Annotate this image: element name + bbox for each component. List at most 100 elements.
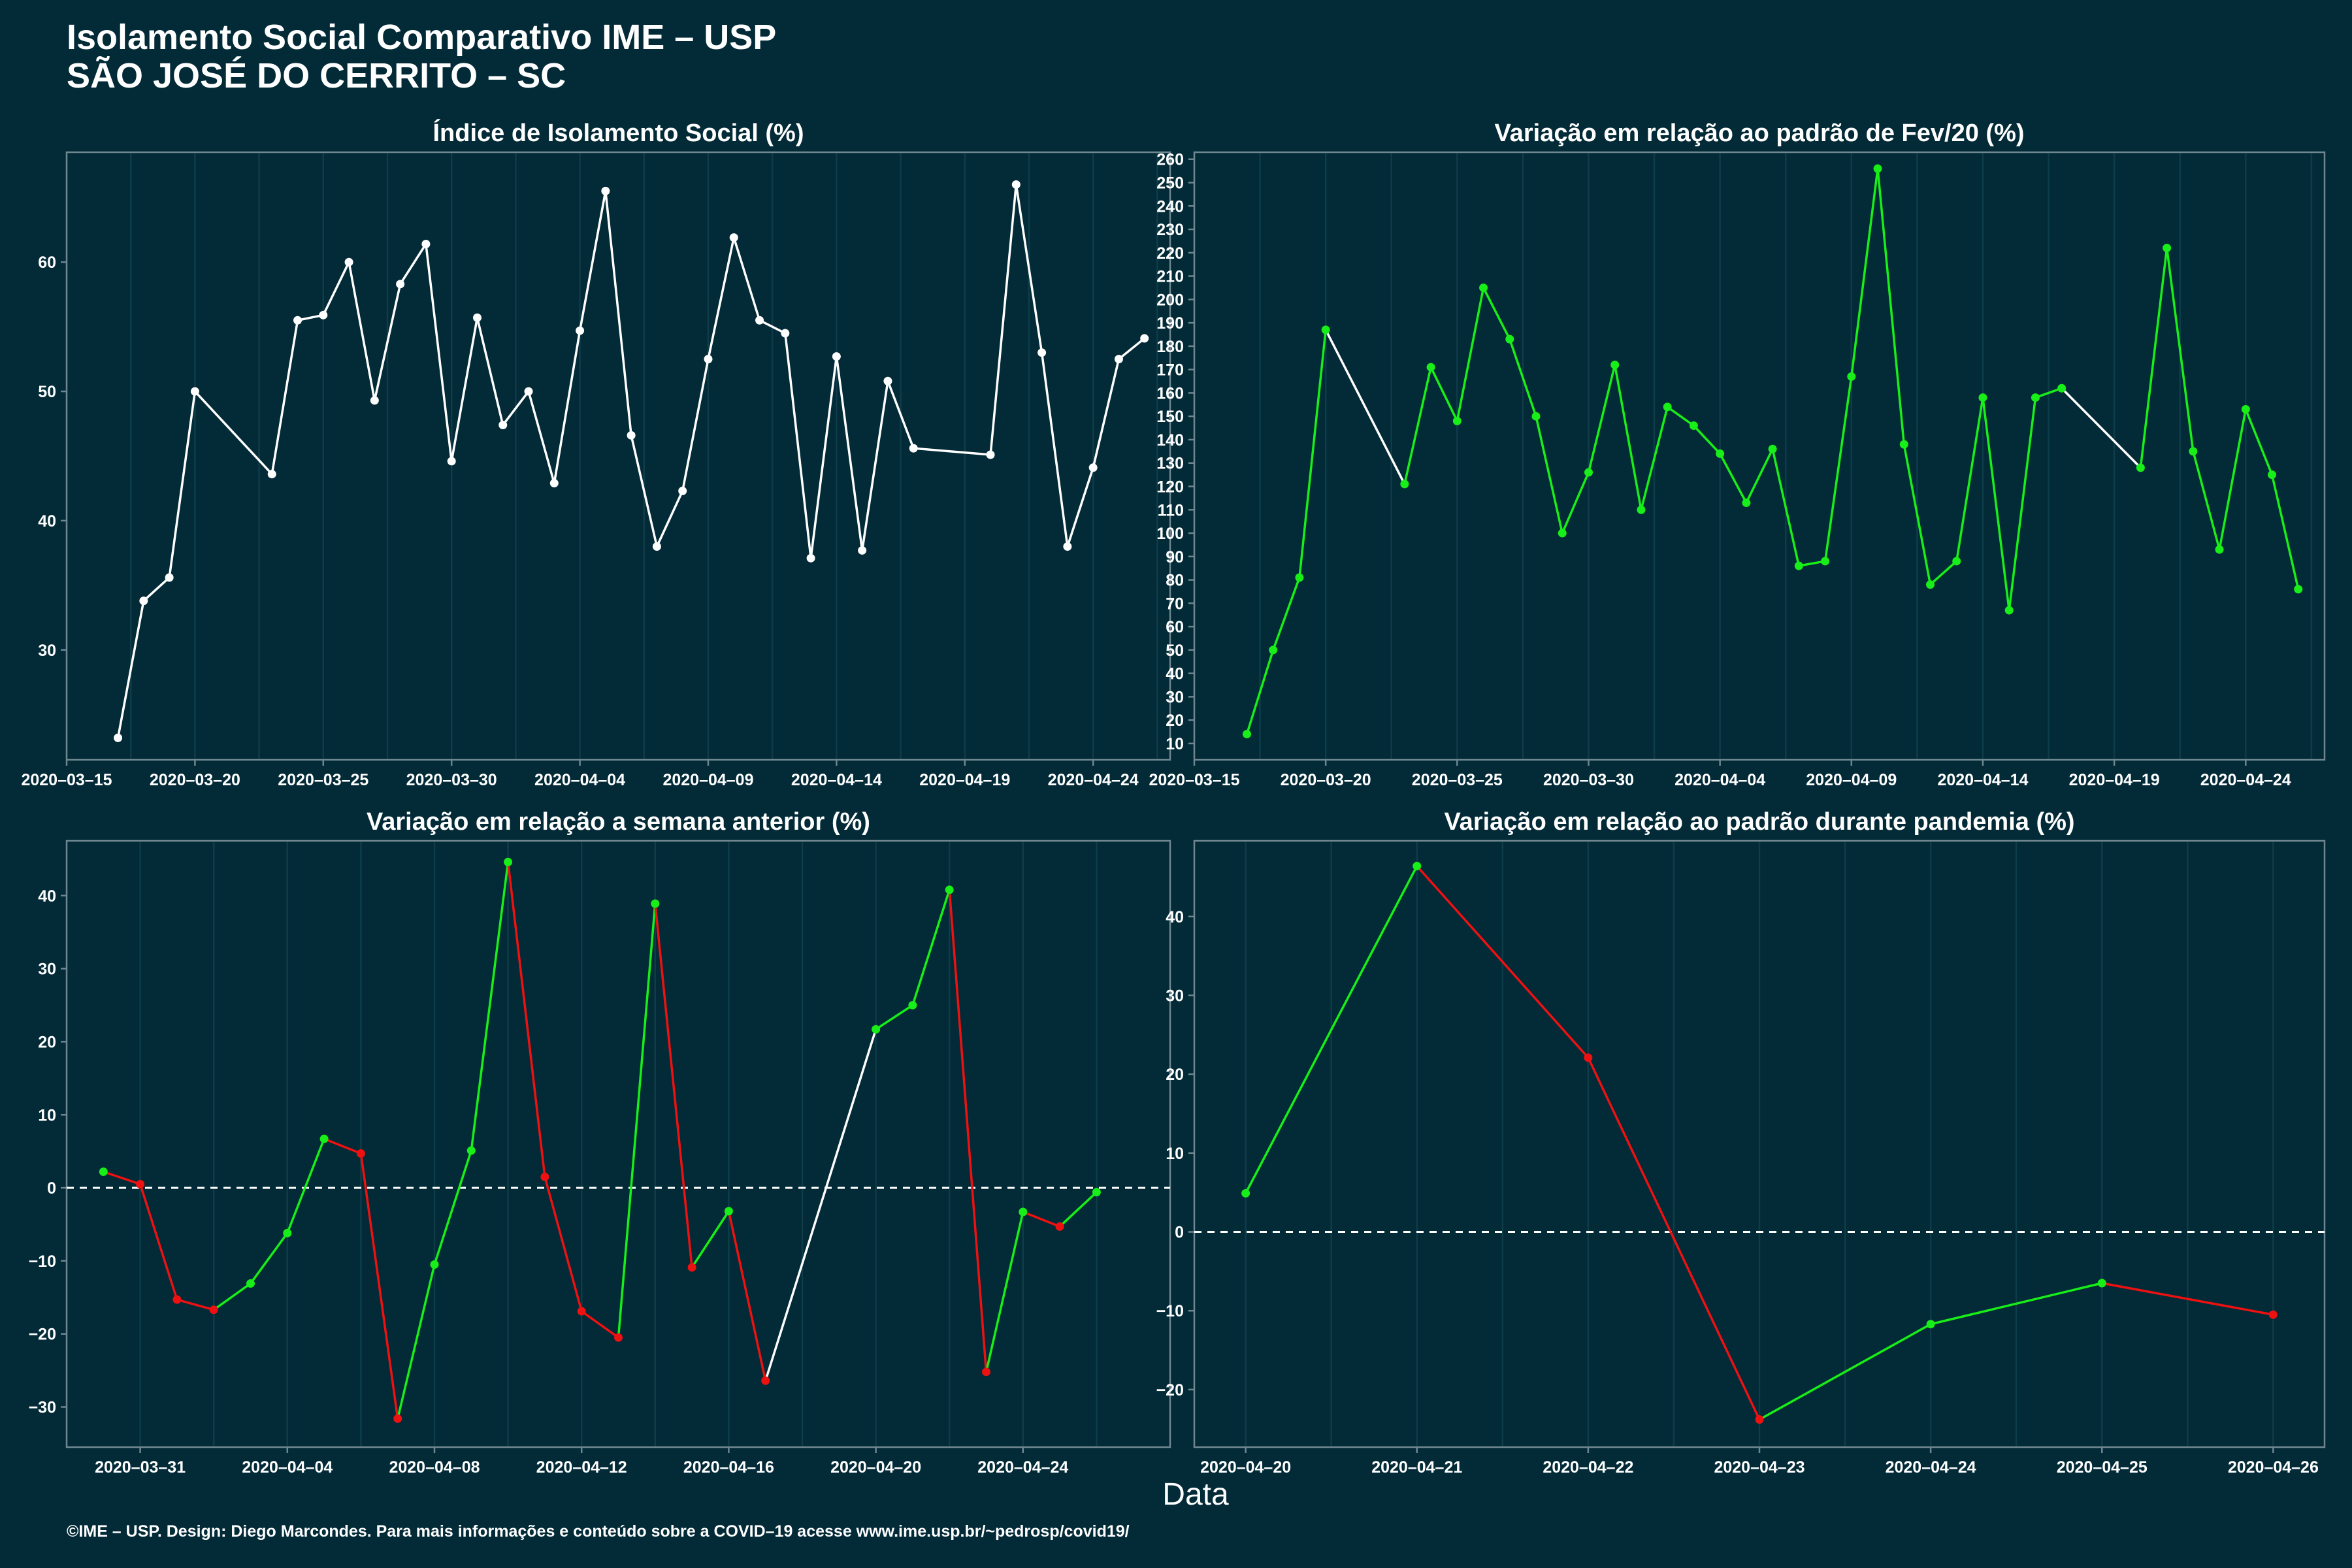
series-segment (1244, 864, 1418, 1195)
series-segment (1066, 466, 1094, 548)
series-segment (912, 447, 992, 456)
series-segment (835, 355, 864, 552)
data-point (1037, 348, 1047, 357)
x-tick-label: 2020–03–31 (95, 1458, 186, 1477)
data-point (1689, 421, 1698, 430)
data-point (858, 546, 867, 555)
data-point (246, 1279, 255, 1288)
y-tick-label: 170 (1156, 361, 1184, 380)
data-point (370, 396, 379, 405)
series-segment (989, 183, 1018, 456)
x-tick-label: 2020–04–09 (1806, 771, 1897, 789)
series-segment (2218, 408, 2247, 551)
series-segment (1903, 443, 1932, 586)
data-point (806, 553, 815, 563)
series-segment (1535, 415, 1564, 534)
data-point (2097, 1279, 2106, 1288)
data-point (761, 1376, 770, 1385)
panel-title: Índice de Isolamento Social (%) (433, 118, 804, 147)
series-segment (681, 357, 710, 493)
series-segment (553, 329, 581, 485)
data-point (1452, 416, 1462, 425)
data-point (1413, 862, 1422, 871)
series-segment (887, 380, 915, 449)
y-tick-label: 240 (1156, 197, 1184, 216)
series-segment (732, 236, 761, 321)
x-tick-label: 2020–04–20 (1200, 1458, 1291, 1477)
x-tick-label: 2020–04–24 (977, 1458, 1068, 1477)
y-tick-label: 60 (38, 253, 56, 272)
data-point (504, 857, 513, 866)
data-point (982, 1367, 990, 1377)
series-segment (2100, 1282, 2275, 1316)
data-point (872, 1024, 881, 1034)
y-tick-label: 0 (47, 1179, 56, 1198)
data-point (1505, 335, 1514, 344)
chart-panel-1: Índice de Isolamento Social (%) 30 40 50 60 2… (21, 118, 1171, 789)
series-segment (396, 1263, 436, 1420)
data-point (2294, 585, 2303, 594)
y-tick-label: 0 (1175, 1224, 1184, 1242)
data-point (577, 1307, 586, 1316)
y-tick-label: 40 (1166, 908, 1184, 926)
series-segment (323, 1137, 363, 1155)
data-point (614, 1333, 623, 1342)
series-segment (476, 316, 504, 427)
y-tick-label: 130 (1156, 455, 1184, 473)
y-tick-label: 250 (1156, 174, 1184, 193)
data-point (165, 573, 174, 582)
chart-panel-3: Variação em relação a semana anterior (%… (29, 808, 1171, 1477)
data-point (2189, 447, 2198, 456)
data-point (1926, 1320, 1935, 1329)
data-point (1063, 542, 1072, 551)
data-point (319, 1134, 329, 1143)
data-point (1426, 363, 1435, 372)
data-point (396, 280, 405, 289)
data-point (1978, 393, 1987, 402)
x-tick-label: 2020–03–20 (1281, 771, 1371, 789)
x-tick-label: 2020–03–30 (406, 771, 497, 789)
y-tick-label: 120 (1156, 478, 1184, 497)
series-segment (985, 1211, 1024, 1373)
y-tick-label: 40 (38, 887, 56, 906)
data-point (498, 421, 508, 430)
data-point (986, 450, 995, 459)
series-segment (1929, 1282, 2103, 1326)
series-segment (1718, 452, 1748, 504)
data-point (1321, 325, 1330, 335)
x-tick-label: 2020–04–21 (1371, 1458, 1462, 1477)
series-segment (1982, 396, 2010, 612)
data-point (1663, 402, 1672, 412)
data-point (114, 733, 123, 742)
series-segment (1823, 375, 1853, 563)
series-segment (1561, 471, 1590, 534)
x-tick-label: 2020–04–26 (2228, 1458, 2319, 1477)
data-point (540, 1172, 549, 1181)
x-tick-label: 2020–04–24 (2200, 771, 2291, 789)
series-segment (1324, 329, 1406, 485)
series-segment (727, 1210, 767, 1382)
data-point (1114, 355, 1123, 364)
series-segment (1015, 183, 1043, 354)
y-tick-label: 220 (1156, 244, 1184, 263)
data-point (1092, 1188, 1101, 1197)
y-tick-label: 40 (38, 512, 56, 531)
data-point (1899, 440, 1908, 449)
series-segment (1771, 448, 1801, 567)
y-tick-label: 80 (1166, 572, 1184, 590)
x-tick-label: 2020–04–04 (1674, 771, 1765, 789)
data-point (1558, 529, 1567, 538)
series-segment (2060, 387, 2142, 469)
x-tick-label: 2020–04–24 (1886, 1458, 1976, 1477)
data-point (2241, 404, 2250, 414)
y-tick-label: −20 (29, 1326, 56, 1344)
series-segment (506, 860, 546, 1179)
y-tick-label: −30 (29, 1399, 56, 1417)
series-segment (116, 599, 145, 740)
data-point (1584, 468, 1593, 477)
y-tick-label: 260 (1156, 151, 1184, 169)
series-segment (707, 236, 736, 361)
data-point (2215, 545, 2224, 554)
